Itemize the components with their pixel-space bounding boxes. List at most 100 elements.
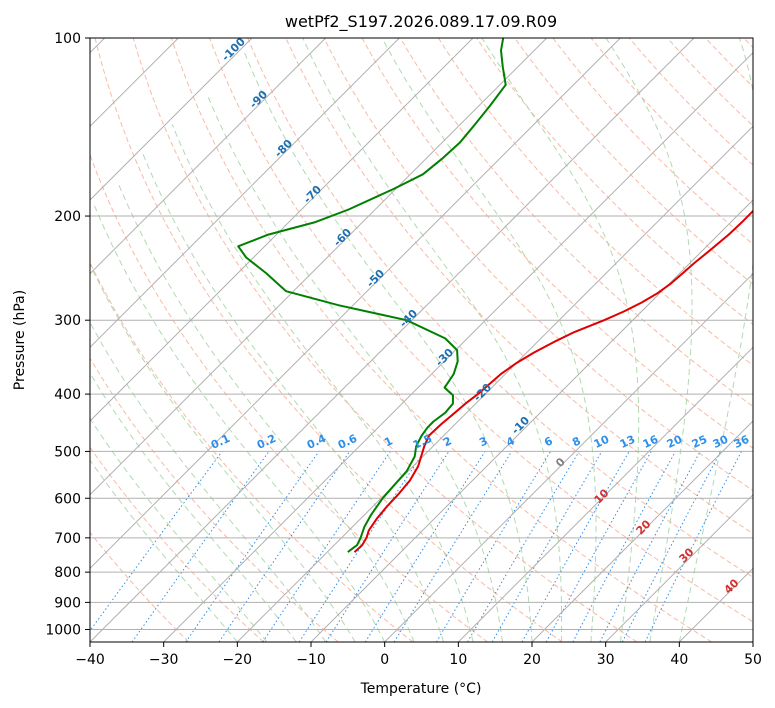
moist-adiabat-line: [92, 202, 386, 642]
dry-adiabat-label: -80: [272, 137, 295, 160]
mixing-ratio-line: [644, 451, 742, 642]
y-tick-label: 500: [54, 444, 81, 460]
mixing-ratio-label: 0.1: [209, 432, 232, 452]
y-tick-label: 1000: [45, 622, 81, 638]
isotherm-line: [90, 38, 548, 496]
moist-adiabat-label: 10: [592, 486, 612, 506]
y-tick-label: 900: [54, 595, 81, 611]
dewpoint-profile: [237, 38, 507, 553]
y-tick-label: 200: [54, 209, 81, 225]
dry-adiabat-line: [666, 38, 753, 127]
x-tick-label: −10: [296, 652, 326, 668]
isotherm-line: [90, 38, 695, 642]
moist-adiabat-line: [171, 124, 474, 642]
mixing-ratio-line: [393, 451, 513, 642]
y-tick-label: 600: [54, 491, 81, 507]
moist-adiabat-line: [90, 372, 297, 642]
moist-adiabat-line: [243, 50, 533, 642]
isotherm-line: [90, 38, 400, 349]
dry-adiabat-label: -70: [301, 183, 324, 206]
x-tick-label: 20: [523, 652, 541, 668]
mixing-ratio-label: 20: [665, 433, 685, 451]
y-tick-label: 400: [54, 387, 81, 403]
mixing-ratio-line: [298, 451, 425, 642]
moist-adiabat-label: 40: [722, 576, 742, 596]
mixing-ratio-label: 1: [382, 434, 394, 449]
y-axis-label: Pressure (hPa): [12, 290, 28, 390]
x-tick-label: 10: [449, 652, 467, 668]
moist-adiabat-line: [207, 95, 503, 642]
dry-adiabat-line: [514, 38, 753, 285]
dry-adiabat-line: [769, 25, 775, 642]
isotherm-line: [457, 346, 753, 642]
data-layer: [237, 38, 753, 553]
isotherm-line: [90, 38, 327, 275]
mixing-ratio-line: [545, 451, 652, 642]
moist-adiabat-line: [381, 38, 597, 642]
mixing-ratio-line: [90, 451, 223, 632]
moist-adiabat-label: 20: [634, 517, 654, 537]
mixing-ratio-label: 3: [477, 434, 489, 449]
moist-adiabat-line: [302, 38, 563, 642]
mixing-ratio-label: 0.6: [336, 432, 359, 452]
x-tick-label: −30: [149, 652, 179, 668]
isotherm-line: [90, 38, 621, 570]
mixing-ratio-label: 30: [711, 433, 731, 451]
mixing-ratio-line: [325, 451, 450, 642]
moist-adiabat-line: [90, 417, 268, 642]
dry-adiabat-line: [323, 38, 753, 492]
mixing-ratio-line: [262, 451, 391, 642]
dry-adiabat-line: [132, 38, 638, 642]
mixing-ratio-label: 6: [542, 434, 555, 449]
x-tick-label: −40: [75, 652, 105, 668]
moist-adiabat-line: [481, 38, 640, 642]
dry-adiabat-line: [90, 261, 414, 642]
dry-adiabat-line: [399, 38, 753, 408]
isotherm-line: [605, 493, 753, 642]
temperature-profile: [353, 209, 753, 553]
mixing-ratio-line: [218, 451, 351, 642]
dry-adiabat-line: [704, 38, 753, 88]
mixing-ratio-line: [467, 451, 580, 642]
mixing-ratio-label: 2: [441, 434, 453, 449]
chart-title: wetPf2_S197.2026.089.17.09.R09: [285, 12, 557, 32]
moist-adiabat-line: [141, 150, 445, 642]
y-tick-label: 300: [54, 313, 81, 329]
dry-adiabat-line: [590, 38, 753, 206]
mixing-ratio-label: 16: [641, 433, 661, 451]
moist-adiabat-line: [90, 263, 356, 642]
mixing-ratio-line: [621, 451, 722, 642]
y-tick-label: 800: [54, 565, 81, 581]
axis-layer: −40 −30 −20 −10 0 10 20 30 40 5010020030040050060…: [45, 31, 762, 668]
isotherm-line: [678, 567, 753, 642]
mixing-ratio-label: 25: [690, 433, 709, 451]
x-tick-label: −20: [223, 652, 253, 668]
isotherm-line: [384, 272, 753, 642]
isotherm-line: [163, 51, 753, 642]
dry-adiabat-label: -100: [219, 35, 248, 64]
mixing-ratio-label: 0.2: [255, 432, 278, 452]
x-tick-label: 50: [744, 652, 762, 668]
y-tick-label: 700: [54, 531, 81, 547]
mixing-ratio-label: 0.4: [305, 432, 328, 452]
dry-adiabat-line: [247, 38, 753, 578]
dry-adiabat-label: -90: [247, 88, 270, 111]
moist-adiabat-line: [605, 38, 693, 642]
dry-adiabat-label: -20: [471, 381, 494, 404]
moist-adiabat-label: 30: [677, 545, 697, 565]
isotherm-line: [90, 38, 474, 422]
mixing-ratio-label: 36: [732, 433, 752, 451]
isotherm-line: [236, 125, 753, 642]
isotherm-line: [531, 420, 753, 642]
mixing-ratio-label: 10: [592, 433, 612, 451]
dry-adiabat-line: [285, 38, 753, 535]
x-tick-label: 30: [597, 652, 615, 668]
dry-adiabat-label: -60: [331, 226, 354, 249]
dry-adiabat-label: -10: [509, 414, 532, 437]
x-tick-label: 0: [380, 652, 389, 668]
moist-adiabat-label: 0: [553, 455, 568, 470]
isotherm-line: [752, 641, 753, 642]
isotherm-line: [310, 199, 753, 642]
moist-adiabat-line: [90, 459, 238, 642]
